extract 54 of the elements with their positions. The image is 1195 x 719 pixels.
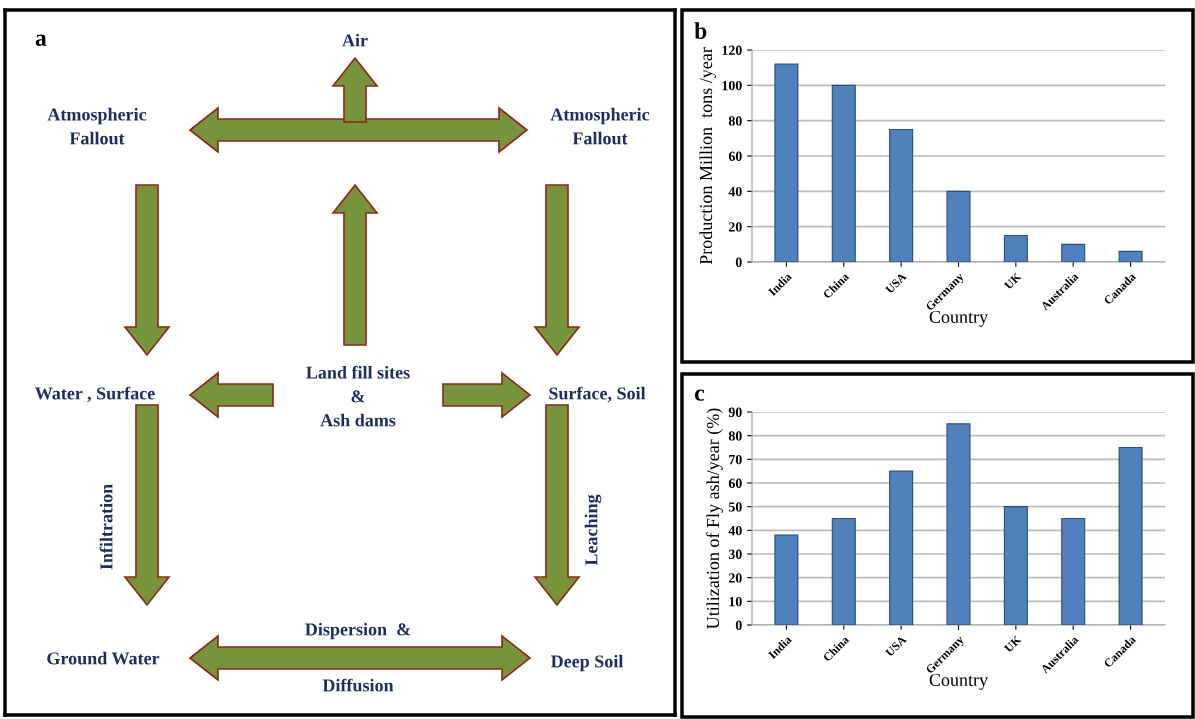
x-tick-label: USA [884, 635, 907, 658]
x-tick-label: UK [1003, 635, 1022, 653]
y-axis-title: Production Million tons /year [699, 47, 716, 265]
bar [1061, 243, 1086, 262]
bar [774, 534, 799, 625]
y-tick-label: 60 [728, 478, 742, 488]
bar [1003, 234, 1028, 262]
x-axis-title: Country [929, 310, 989, 327]
y-tick-label: 0 [735, 620, 742, 630]
bar [946, 423, 971, 625]
bar [831, 517, 856, 625]
y-tick-label: 20 [728, 573, 742, 583]
text: Deep Soil [550, 654, 624, 672]
y-axis-title: Utilization of Fly ash/year (%) [706, 408, 723, 629]
y-tick-label: 70 [729, 454, 742, 465]
y-tick-label: 80 [728, 116, 742, 126]
x-tick-label: USA [884, 272, 907, 295]
bar [1003, 506, 1028, 625]
text: Atmospheric Fallout [47, 107, 147, 145]
text: Dispersion & [305, 622, 411, 640]
y-tick-label: 50 [728, 502, 742, 512]
text: Surface, Soil [549, 386, 646, 403]
text: a [35, 34, 47, 46]
x-axis-title: Country [929, 673, 989, 690]
y-tick-label: 0 [735, 257, 742, 267]
text: Diffusion [322, 678, 394, 692]
bar [831, 84, 856, 262]
text: Leaching [584, 494, 602, 566]
bar [1118, 250, 1143, 262]
bar [889, 470, 914, 625]
bar [889, 128, 914, 262]
text: Ground Water [47, 651, 160, 665]
text: Land fill sites & Ash dams [306, 365, 410, 427]
y-tick-label: 60 [728, 151, 742, 161]
y-tick-label: 40 [728, 525, 742, 536]
y-tick-label: 40 [728, 186, 742, 197]
chart-title: c [694, 389, 705, 401]
y-tick-label: 120 [722, 45, 742, 55]
y-tick-label: 90 [728, 407, 742, 417]
y-tick-label: 10 [729, 596, 742, 607]
y-tick-label: 100 [722, 80, 742, 91]
y-tick-label: 80 [728, 431, 742, 441]
text: Atmospheric Fallout [550, 107, 650, 145]
text: Infiltration [99, 484, 113, 570]
x-tick-label: UK [1003, 272, 1022, 290]
bar [774, 63, 799, 262]
text: Air [342, 33, 368, 47]
y-tick-label: 30 [728, 549, 742, 559]
y-tick-label: 20 [728, 222, 742, 232]
bar [1061, 517, 1086, 625]
bar [946, 190, 971, 262]
text: Water , Surface [34, 386, 155, 403]
chart-title: b [694, 22, 707, 39]
bar [1118, 446, 1143, 625]
